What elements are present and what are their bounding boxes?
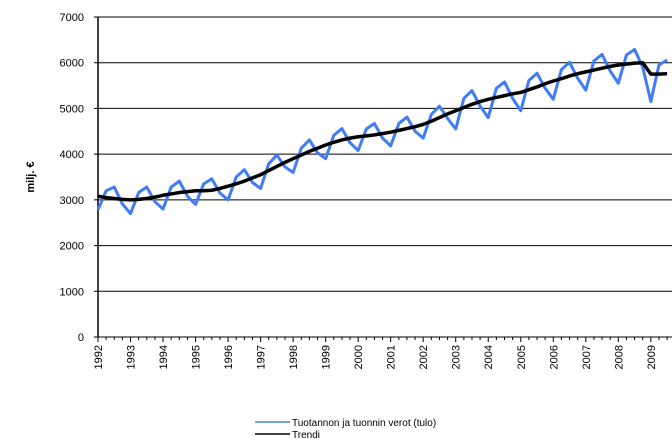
- y-tick-label: 2000: [60, 241, 84, 253]
- x-tick-label: 2008: [613, 345, 625, 369]
- series-line: [96, 47, 668, 216]
- x-tick-label: 2007: [581, 345, 593, 369]
- x-tick-label: 2006: [548, 345, 560, 369]
- x-tick-label: 1999: [321, 345, 333, 369]
- y-tick-label: 4000: [60, 149, 84, 161]
- x-tick-label: 1996: [223, 345, 235, 369]
- x-tick-label: 1995: [191, 345, 203, 369]
- y-tick-label: 7000: [60, 12, 84, 24]
- legend-label: Trendi: [292, 430, 320, 441]
- x-tick-label: 1998: [288, 345, 300, 369]
- x-tick-label: 1992: [93, 345, 105, 369]
- x-tick-label: 2005: [516, 345, 528, 369]
- x-tick-label: 1997: [256, 345, 268, 369]
- y-tick-label: 0: [78, 332, 84, 344]
- x-tick-label: 2002: [418, 345, 430, 369]
- series-line: [97, 60, 668, 202]
- x-tick-label: 2001: [386, 345, 398, 369]
- x-tick-label: 2003: [451, 345, 463, 369]
- y-axis-label: milj. €: [25, 161, 37, 192]
- x-tick-label: 1994: [158, 345, 170, 369]
- y-tick-label: 1000: [60, 286, 84, 298]
- y-tick-label: 3000: [60, 195, 84, 207]
- y-tick-label: 5000: [60, 103, 84, 115]
- x-tick-label: 1993: [126, 345, 138, 369]
- x-tick-label: 2004: [483, 345, 495, 369]
- x-tick-label: 2009: [646, 345, 658, 369]
- x-tick-label: 2000: [353, 345, 365, 369]
- y-tick-label: 6000: [60, 58, 84, 70]
- legend-label: Tuotannon ja tuonnin verot (tulo): [292, 418, 436, 429]
